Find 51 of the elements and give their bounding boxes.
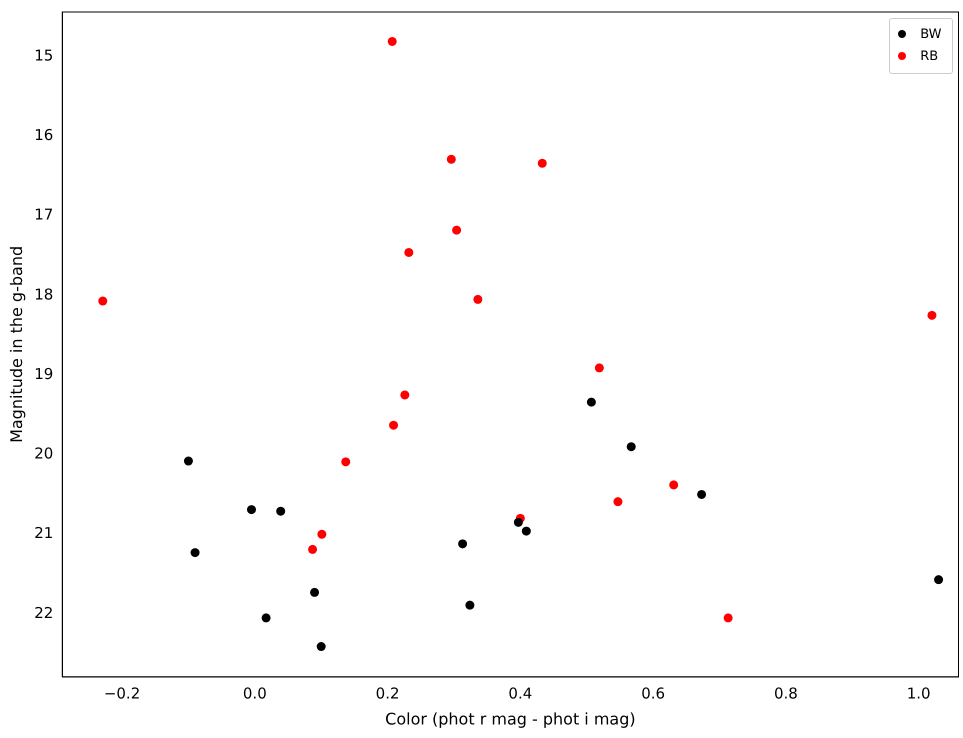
point bbox=[514, 518, 523, 527]
point bbox=[626, 442, 636, 452]
legend-label: BW bbox=[920, 27, 942, 42]
x-tick-label: 0.8 bbox=[774, 684, 798, 703]
point bbox=[184, 456, 193, 466]
y-tick-label: 17 bbox=[34, 206, 54, 224]
point bbox=[586, 398, 596, 407]
x-tick-label: −0.2 bbox=[104, 684, 140, 703]
point bbox=[389, 420, 398, 430]
point bbox=[317, 530, 326, 539]
point bbox=[276, 506, 286, 516]
point bbox=[310, 588, 320, 597]
point bbox=[522, 526, 531, 536]
point bbox=[538, 158, 547, 168]
legend-label: RB bbox=[920, 49, 938, 64]
point bbox=[388, 36, 397, 46]
point bbox=[341, 457, 350, 466]
point bbox=[473, 294, 482, 304]
point bbox=[452, 226, 462, 235]
y-axis-title: Magnitude in the g-band bbox=[6, 246, 26, 443]
point bbox=[308, 544, 318, 554]
point bbox=[98, 296, 108, 306]
x-tick-label: 1.0 bbox=[906, 684, 931, 703]
y-tick-label: 18 bbox=[34, 285, 54, 304]
point bbox=[458, 539, 468, 548]
x-tick-label: 0.6 bbox=[641, 684, 666, 703]
point bbox=[246, 505, 256, 514]
point bbox=[465, 600, 474, 610]
point bbox=[927, 310, 936, 320]
point bbox=[594, 363, 604, 372]
point bbox=[404, 248, 414, 257]
point bbox=[190, 548, 200, 558]
y-tick-label: 21 bbox=[34, 524, 54, 542]
point bbox=[934, 575, 944, 584]
y-tick-label: 15 bbox=[34, 46, 54, 64]
point bbox=[697, 490, 706, 499]
y-tick-label: 22 bbox=[34, 604, 54, 622]
y-tick-label: 16 bbox=[34, 126, 54, 144]
y-tick-label: 19 bbox=[34, 364, 54, 383]
point bbox=[724, 613, 733, 622]
point bbox=[613, 497, 622, 506]
x-tick-label: 0.2 bbox=[376, 684, 400, 703]
point bbox=[669, 480, 678, 490]
point bbox=[316, 642, 326, 652]
x-tick-label: 0.0 bbox=[242, 684, 267, 703]
y-tick-label: 20 bbox=[34, 444, 54, 463]
point bbox=[446, 154, 456, 164]
point bbox=[262, 613, 271, 622]
point bbox=[400, 390, 410, 400]
x-tick-label: 0.4 bbox=[508, 684, 532, 703]
x-axis-title: Color (phot r mag - phot i mag) bbox=[385, 710, 636, 729]
